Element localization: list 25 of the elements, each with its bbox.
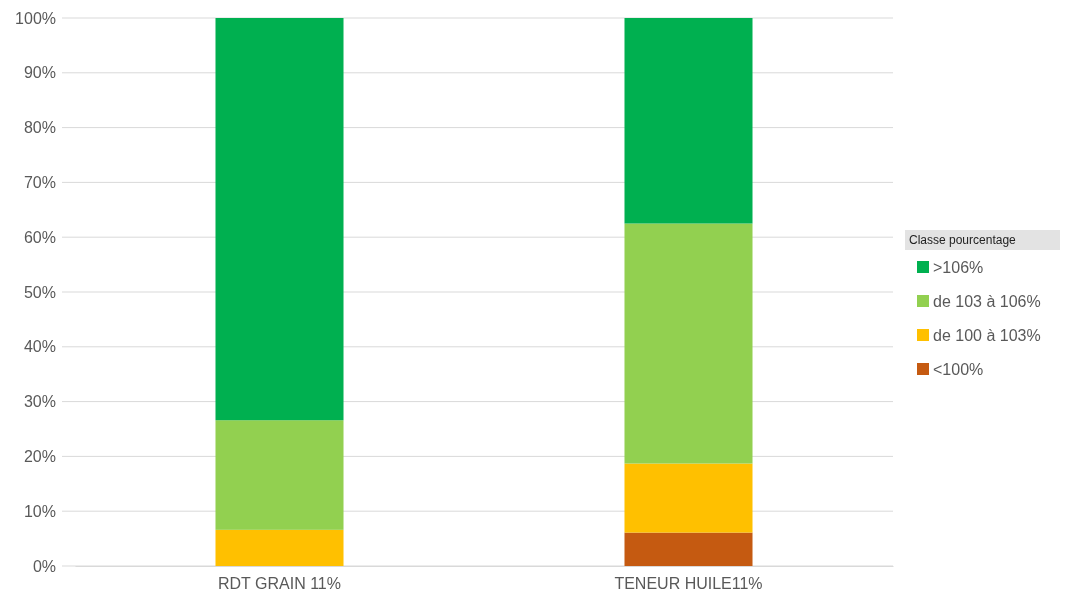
y-tick-label: 40% — [23, 338, 56, 356]
y-tick-label: 80% — [23, 119, 56, 137]
y-tick-label: 0% — [32, 557, 56, 575]
bar — [215, 18, 344, 421]
y-tick-label: 90% — [23, 64, 56, 82]
y-tick-label: 20% — [23, 448, 56, 466]
bar — [624, 463, 753, 533]
y-tick-label: 30% — [23, 393, 56, 411]
y-tick-label: 70% — [23, 174, 56, 192]
legend-label: <100% — [933, 361, 984, 378]
y-tick-label: 60% — [23, 228, 56, 246]
legend-label: de 100 à 103% — [933, 327, 1041, 344]
bar — [624, 18, 753, 224]
legend-title: Classe pourcentage — [909, 233, 1017, 247]
bar — [624, 223, 753, 464]
x-tick-label: TENEUR HUILE11% — [614, 575, 763, 593]
bar — [215, 529, 344, 566]
y-tick-label: 100% — [15, 9, 56, 27]
legend-label: >106% — [933, 259, 984, 276]
y-tick-label: 50% — [23, 283, 56, 301]
x-tick-label: RDT GRAIN 11% — [218, 575, 341, 593]
bar — [624, 532, 753, 566]
bar — [215, 420, 344, 530]
legend-label: de 103 à 106% — [933, 293, 1041, 310]
y-tick-label: 10% — [23, 502, 56, 520]
